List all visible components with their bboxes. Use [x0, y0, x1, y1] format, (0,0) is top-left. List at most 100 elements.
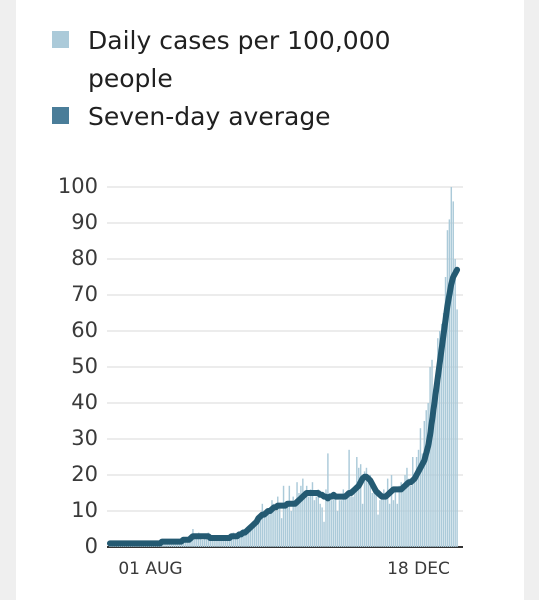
- bar: [329, 493, 331, 547]
- bar: [371, 493, 373, 547]
- bar: [282, 485, 285, 547]
- bar: [280, 518, 283, 547]
- bar: [413, 475, 416, 547]
- bar: [290, 511, 292, 547]
- bar: [259, 518, 262, 547]
- bar: [332, 493, 335, 547]
- bar: [352, 496, 354, 547]
- bar: [381, 496, 383, 547]
- bar: [439, 331, 441, 547]
- bar: [309, 489, 312, 547]
- bar: [417, 449, 420, 547]
- bar: [406, 467, 408, 547]
- bar: [196, 536, 198, 547]
- bar: [350, 489, 352, 547]
- y-tick-label: 50: [71, 354, 98, 378]
- bar: [334, 496, 337, 547]
- bar: [404, 475, 406, 547]
- bar: [302, 478, 304, 547]
- bar: [394, 489, 397, 547]
- bar: [435, 395, 437, 547]
- bar: [209, 539, 212, 547]
- bar: [336, 511, 339, 547]
- bar: [263, 511, 265, 547]
- bar: [313, 500, 316, 547]
- bar: [448, 219, 451, 547]
- bar: [172, 543, 175, 547]
- bar: [388, 503, 391, 547]
- y-tick-label: 30: [71, 426, 98, 450]
- bar: [213, 536, 215, 547]
- bar: [450, 187, 453, 547]
- bar: [292, 496, 294, 547]
- bar: [215, 536, 217, 547]
- legend: Daily cases per 100,000 people Seven-day …: [50, 22, 420, 136]
- x-tick-label: 18 DEC: [387, 559, 450, 579]
- bar: [433, 388, 435, 547]
- bar: [205, 536, 208, 547]
- y-tick-label: 60: [71, 318, 98, 342]
- bar: [386, 478, 389, 547]
- bar: [354, 493, 356, 547]
- y-tick-label: 40: [71, 390, 98, 414]
- bar: [373, 485, 375, 547]
- bar: [223, 536, 225, 547]
- bar: [298, 493, 300, 547]
- bar: [431, 359, 433, 547]
- bar: [217, 539, 219, 547]
- y-tick-label: 10: [71, 498, 98, 522]
- bar: [188, 539, 190, 547]
- bar: [236, 536, 238, 547]
- bar: [331, 500, 333, 547]
- bar: [201, 539, 204, 547]
- bar: [251, 521, 254, 547]
- bar: [286, 507, 289, 547]
- bar: [400, 482, 402, 547]
- bar: [358, 467, 360, 547]
- bar: [250, 525, 252, 547]
- bar: [267, 511, 269, 547]
- bar: [454, 259, 456, 547]
- bar: [269, 507, 271, 547]
- bar: [288, 485, 291, 547]
- bar: [219, 539, 221, 547]
- bar: [379, 500, 381, 547]
- y-tick-label: 70: [71, 282, 98, 306]
- bar: [377, 514, 379, 547]
- bar: [437, 338, 439, 547]
- bar: [305, 485, 308, 547]
- bar: [261, 503, 264, 547]
- bar: [317, 489, 319, 547]
- bar: [323, 521, 325, 547]
- bar: [402, 489, 404, 547]
- bar: [284, 503, 287, 547]
- bar: [255, 518, 258, 547]
- bar: [246, 529, 248, 547]
- bar: [273, 503, 275, 547]
- bar: [321, 507, 323, 547]
- line: [106, 266, 461, 547]
- bar: [211, 539, 213, 547]
- bar: [340, 500, 343, 547]
- bar: [367, 482, 370, 547]
- y-tick-label: 90: [71, 210, 98, 234]
- bar: [265, 514, 267, 547]
- bar: [307, 496, 310, 547]
- bar: [415, 457, 418, 547]
- bar: [230, 536, 233, 547]
- bar: [396, 503, 399, 547]
- bar: [278, 503, 281, 547]
- y-tick-label: 100: [58, 174, 98, 198]
- bar: [442, 313, 445, 547]
- bar: [203, 536, 206, 547]
- bar: [304, 493, 306, 547]
- bar: [427, 403, 429, 547]
- bar: [294, 503, 296, 547]
- bar: [344, 496, 346, 547]
- legend-swatch: [52, 107, 69, 124]
- bar: [226, 536, 229, 547]
- bar: [446, 230, 449, 547]
- bar: [199, 536, 202, 547]
- bar: [423, 421, 426, 547]
- bar: [456, 309, 458, 547]
